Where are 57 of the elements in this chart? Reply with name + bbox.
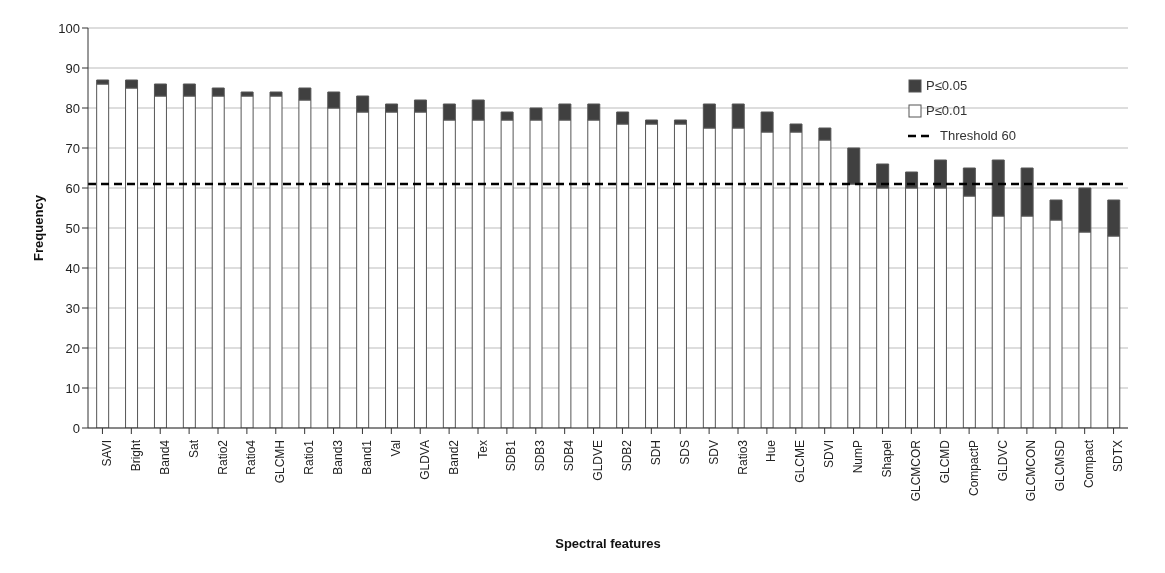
x-tick-label: Band2 xyxy=(446,439,461,475)
x-tick-label: SDVI xyxy=(822,440,837,469)
y-tick-label: 30 xyxy=(65,300,80,316)
bar xyxy=(240,95,254,428)
x-tick-label: SDB3 xyxy=(533,439,548,472)
y-tick-label: 60 xyxy=(65,180,80,196)
x-tick-label: Band3 xyxy=(331,439,346,475)
x-tick-label: GLCMD xyxy=(937,439,952,484)
x-tick-label: SAVI xyxy=(99,440,114,467)
y-tick-label: 40 xyxy=(65,260,80,276)
x-tick-label: CompactP xyxy=(966,440,981,497)
x-tick-label: GLDVC xyxy=(995,439,1010,482)
x-tick-label: SDB1 xyxy=(504,439,519,472)
x-tick-label: GLCMH xyxy=(273,440,288,484)
bar xyxy=(269,95,283,428)
x-tick-label: Compact xyxy=(1082,439,1097,489)
x-tick-label: SDTX xyxy=(1111,440,1126,473)
x-tick-label: Hue xyxy=(764,439,779,463)
y-tick-label: 20 xyxy=(65,340,80,356)
x-tick-label: Bright xyxy=(128,439,143,472)
x-tick-label: GLCMCON xyxy=(1024,440,1039,502)
x-axis-title: Spectral features xyxy=(555,536,661,551)
x-tick-label: Tex xyxy=(475,440,490,459)
x-tick-label: NumP xyxy=(851,440,866,474)
x-tick-label: SDB2 xyxy=(619,439,634,472)
x-tick-label: GLCME xyxy=(793,440,808,483)
legend-label: P≤0.05 xyxy=(926,78,968,93)
x-tick-label: SDV xyxy=(706,440,721,465)
x-tick-label: SDH xyxy=(648,440,663,466)
y-tick-label: 0 xyxy=(72,420,80,436)
x-tick-label: SDB4 xyxy=(562,439,577,472)
x-tick-label: GLDVA xyxy=(417,440,432,480)
y-tick-label: 100 xyxy=(58,20,80,36)
y-tick-label: 10 xyxy=(65,380,80,396)
x-tick-label: GLCMSD xyxy=(1053,439,1068,492)
x-tick-label: Shapel xyxy=(879,440,894,478)
x-tick-label: SDS xyxy=(677,440,692,465)
x-tick-label: GLDVE xyxy=(591,440,606,481)
legend-label: P≤0.01 xyxy=(926,103,968,118)
y-tick-label: 70 xyxy=(65,140,80,156)
x-tick-label: Ratio2 xyxy=(215,439,230,475)
y-tick-label: 80 xyxy=(65,100,80,116)
x-tick-label: Ratio1 xyxy=(302,439,317,475)
x-tick-label: Sat xyxy=(186,439,201,459)
x-tick-label: Band1 xyxy=(359,439,374,475)
bar xyxy=(96,83,110,428)
bar xyxy=(673,123,687,428)
y-axis-title: Frequency xyxy=(30,194,46,261)
x-tick-label: Ratio3 xyxy=(735,439,750,475)
legend-label: Threshold 60 xyxy=(940,128,1016,143)
x-tick-label: Val xyxy=(388,440,403,457)
y-tick-label: 50 xyxy=(65,220,80,236)
x-tick-label: Band4 xyxy=(157,439,172,475)
bar xyxy=(645,123,659,428)
x-tick-label: GLCMCOR xyxy=(908,439,923,502)
y-tick-label: 90 xyxy=(65,60,80,76)
x-tick-label: Ratio4 xyxy=(244,439,259,475)
